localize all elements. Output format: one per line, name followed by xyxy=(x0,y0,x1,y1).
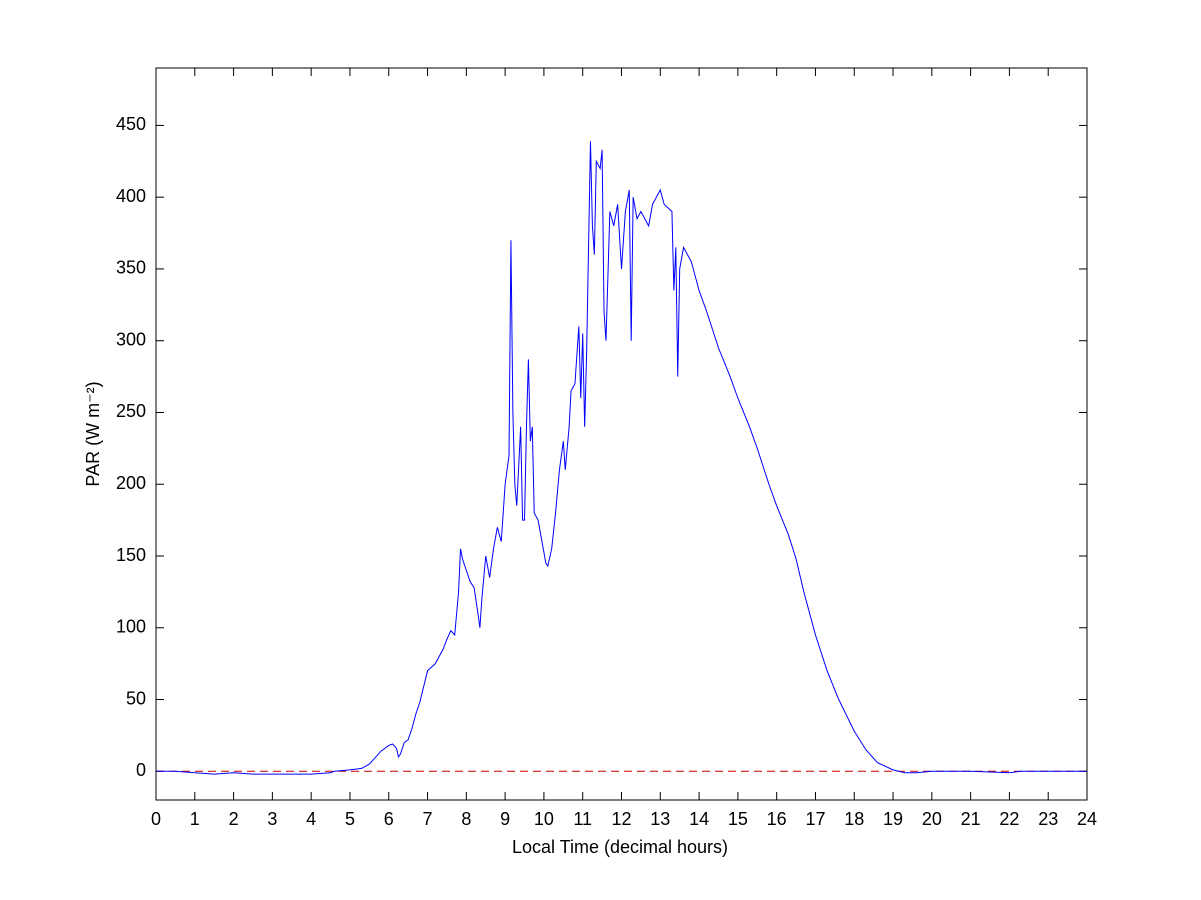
x-tick-label: 20 xyxy=(922,809,942,829)
x-tick-label: 7 xyxy=(423,809,433,829)
x-tick-label: 23 xyxy=(1038,809,1058,829)
x-tick-label: 24 xyxy=(1077,809,1097,829)
x-tick-label: 11 xyxy=(573,809,592,829)
x-tick-label: 16 xyxy=(767,809,787,829)
y-axis-label: PAR (W m⁻²) xyxy=(83,381,103,486)
x-tick-label: 19 xyxy=(883,809,903,829)
x-tick-label: 18 xyxy=(844,809,864,829)
y-tick-label: 200 xyxy=(116,473,146,493)
x-tick-label: 3 xyxy=(267,809,277,829)
x-tick-label: 0 xyxy=(151,809,161,829)
x-tick-label: 6 xyxy=(384,809,394,829)
x-tick-label: 8 xyxy=(461,809,471,829)
x-tick-label: 13 xyxy=(650,809,670,829)
y-tick-label: 250 xyxy=(116,401,146,421)
plot-frame xyxy=(155,67,1088,801)
x-tick-label: 12 xyxy=(611,809,631,829)
x-tick-label: 14 xyxy=(689,809,709,829)
x-tick-label: 5 xyxy=(345,809,355,829)
x-tick-label: 9 xyxy=(500,809,510,829)
y-tick-label: 450 xyxy=(116,114,146,134)
y-tick-label: 300 xyxy=(116,329,146,349)
x-tick-label: 1 xyxy=(190,809,200,829)
y-tick-label: 50 xyxy=(126,688,146,708)
y-tick-label: 350 xyxy=(116,258,146,278)
x-tick-label: 2 xyxy=(229,809,239,829)
x-tick-label: 4 xyxy=(306,809,316,829)
y-tick-label: 0 xyxy=(136,760,146,780)
y-tick-label: 150 xyxy=(116,545,146,565)
y-tick-label: 400 xyxy=(116,186,146,206)
x-axis-label: Local Time (decimal hours) xyxy=(512,837,728,857)
x-tick-label: 22 xyxy=(999,809,1019,829)
y-tick-label: 100 xyxy=(116,617,146,637)
x-tick-label: 10 xyxy=(534,809,554,829)
x-tick-label: 17 xyxy=(805,809,825,829)
x-tick-label: 21 xyxy=(961,809,981,829)
data-line xyxy=(156,141,1087,775)
x-tick-label: 15 xyxy=(728,809,748,829)
